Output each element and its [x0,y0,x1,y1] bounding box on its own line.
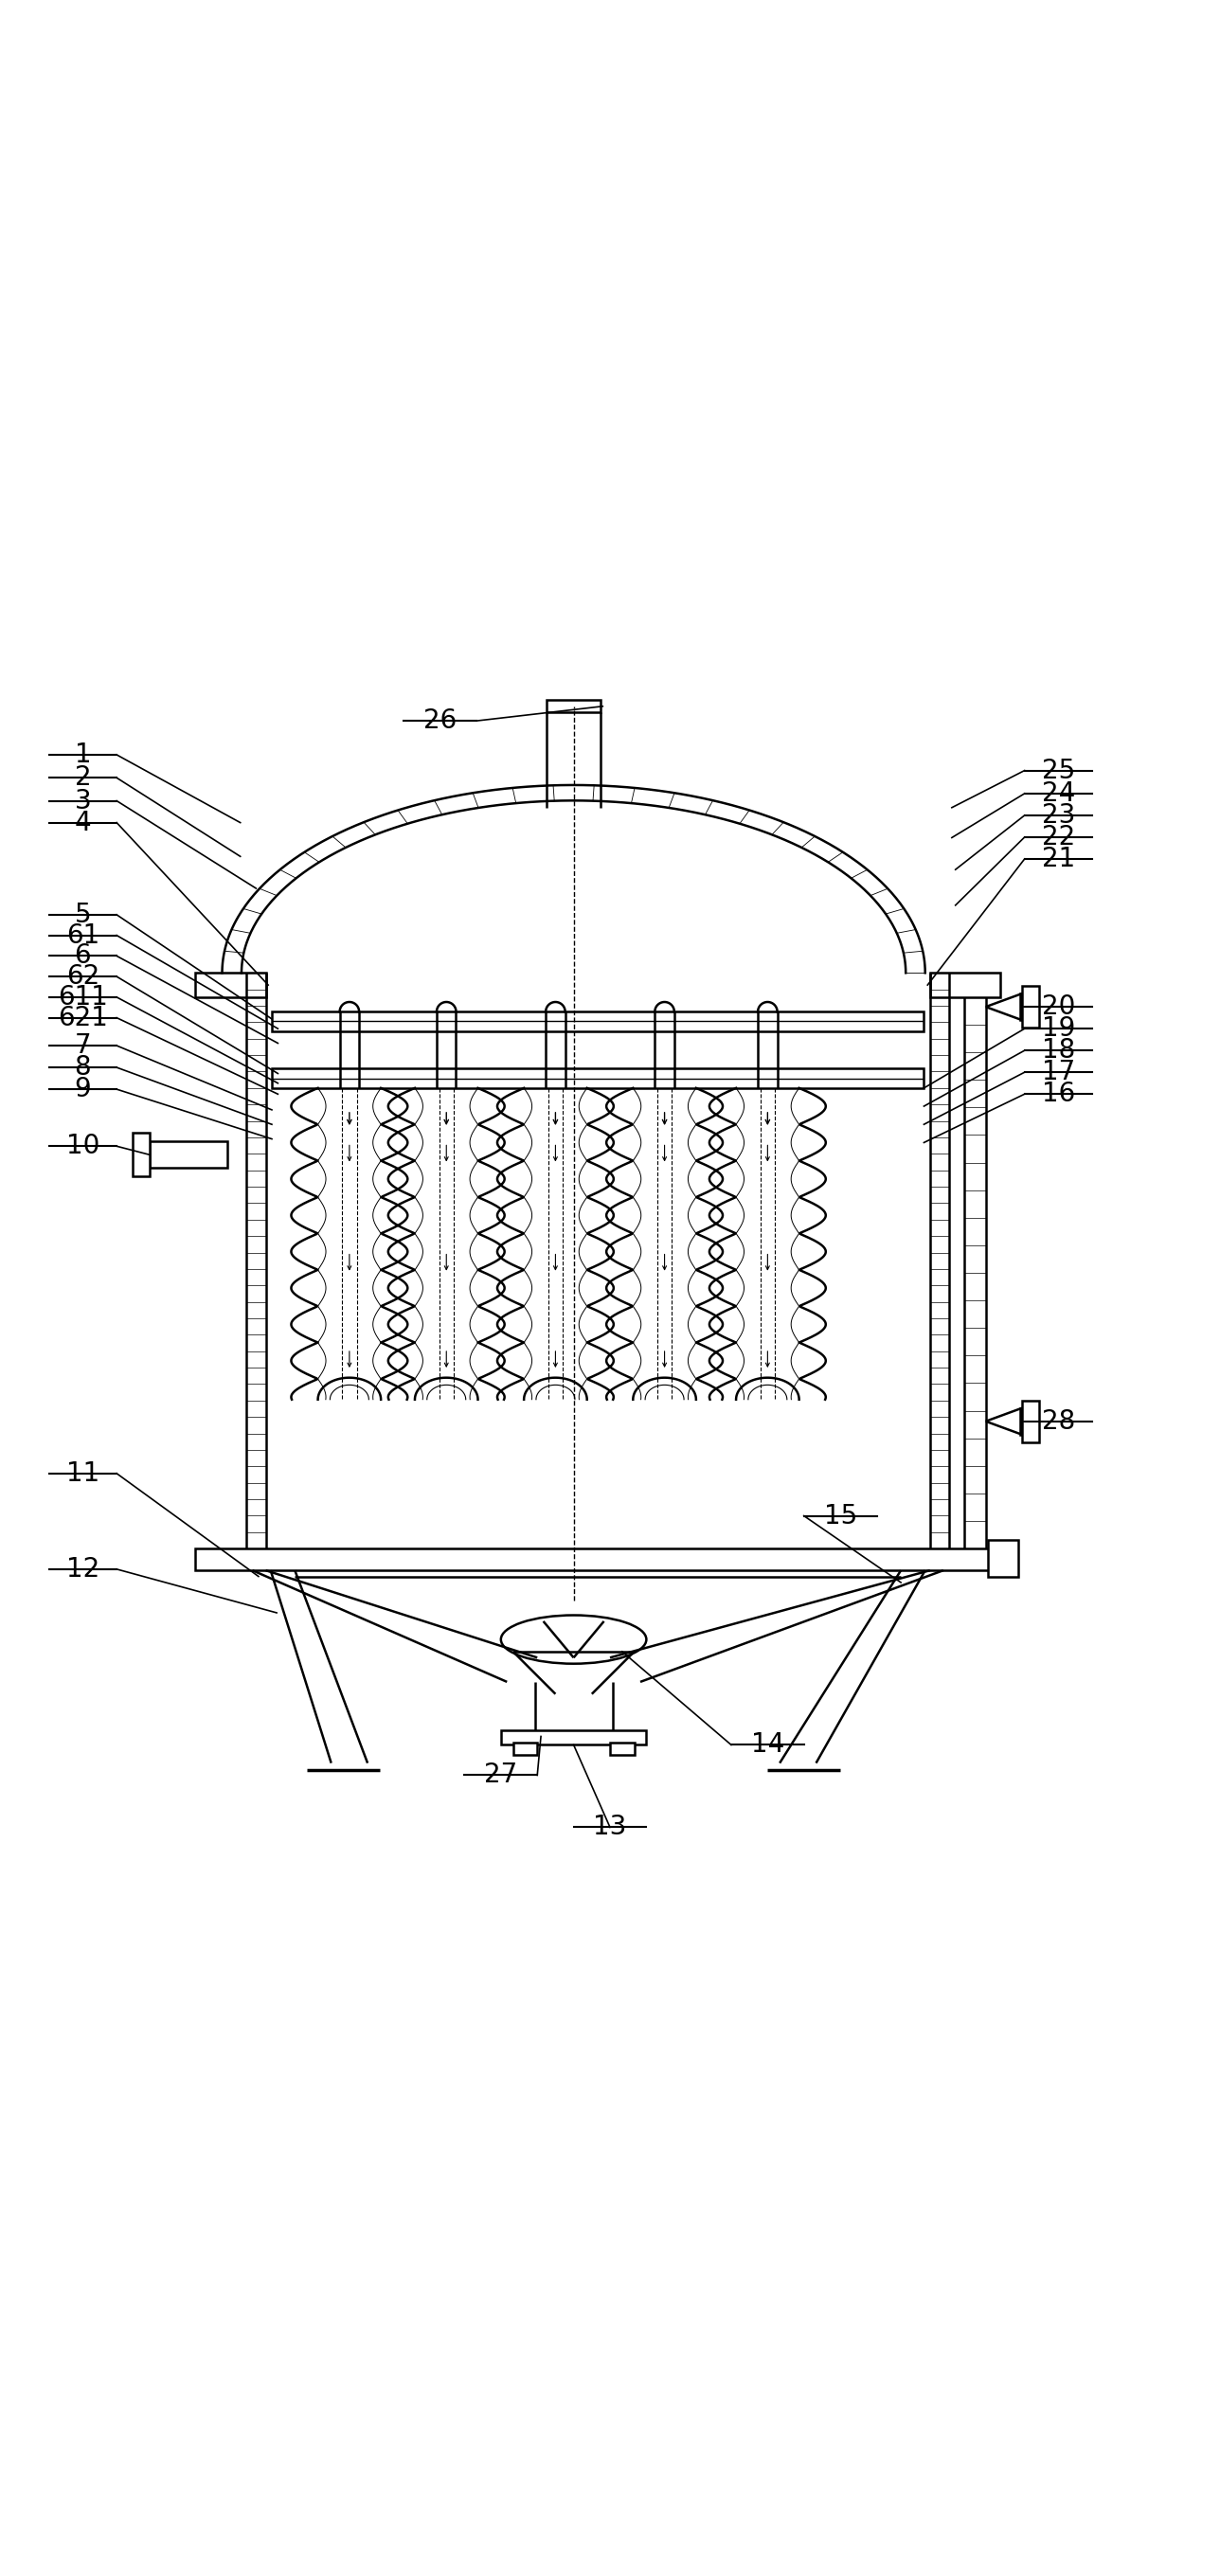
Text: 3: 3 [74,788,91,814]
Text: 12: 12 [66,1556,99,1582]
Text: 18: 18 [1042,1038,1075,1064]
Bar [195,974,266,997]
Bar [1020,994,1022,1020]
Text: 14: 14 [750,1731,784,1759]
Bar [195,1548,1000,1571]
Text: 7: 7 [74,1033,91,1059]
Text: 23: 23 [1042,801,1075,829]
Text: 17: 17 [1042,1059,1075,1084]
Bar [547,701,600,714]
Text: 10: 10 [66,1133,100,1159]
Bar [272,1012,924,1030]
Text: 61: 61 [66,922,99,948]
Text: 25: 25 [1042,757,1075,783]
Text: 8: 8 [74,1054,91,1082]
Text: 11: 11 [66,1461,99,1486]
Text: 22: 22 [1042,824,1075,850]
Text: 20: 20 [1042,994,1075,1020]
Bar [988,1540,1019,1577]
Text: 6: 6 [74,943,91,969]
Bar [272,1069,924,1087]
Bar [514,1741,537,1754]
Text: 19: 19 [1042,1015,1075,1041]
Text: 621: 621 [57,1005,107,1030]
Text: 4: 4 [74,809,91,835]
Text: 1: 1 [74,742,91,768]
Bar [1022,987,1039,1028]
Bar [1020,1409,1022,1435]
Text: 611: 611 [57,984,107,1010]
Text: 9: 9 [74,1077,91,1103]
Bar [930,974,1000,997]
Text: 5: 5 [74,902,91,927]
Text: 62: 62 [66,963,99,989]
Bar [149,1141,227,1167]
Text: 27: 27 [484,1762,517,1788]
Bar [610,1741,634,1754]
Text: 2: 2 [74,765,91,791]
Bar [133,1133,149,1177]
Text: 13: 13 [593,1814,627,1842]
Text: 16: 16 [1042,1082,1075,1108]
Text: 28: 28 [1042,1409,1075,1435]
Bar [501,1731,647,1744]
Ellipse shape [501,1615,647,1664]
Bar [1022,1401,1039,1443]
Text: 24: 24 [1042,781,1075,806]
Text: 26: 26 [423,708,458,734]
Text: 15: 15 [824,1502,856,1530]
Text: 21: 21 [1042,845,1075,873]
